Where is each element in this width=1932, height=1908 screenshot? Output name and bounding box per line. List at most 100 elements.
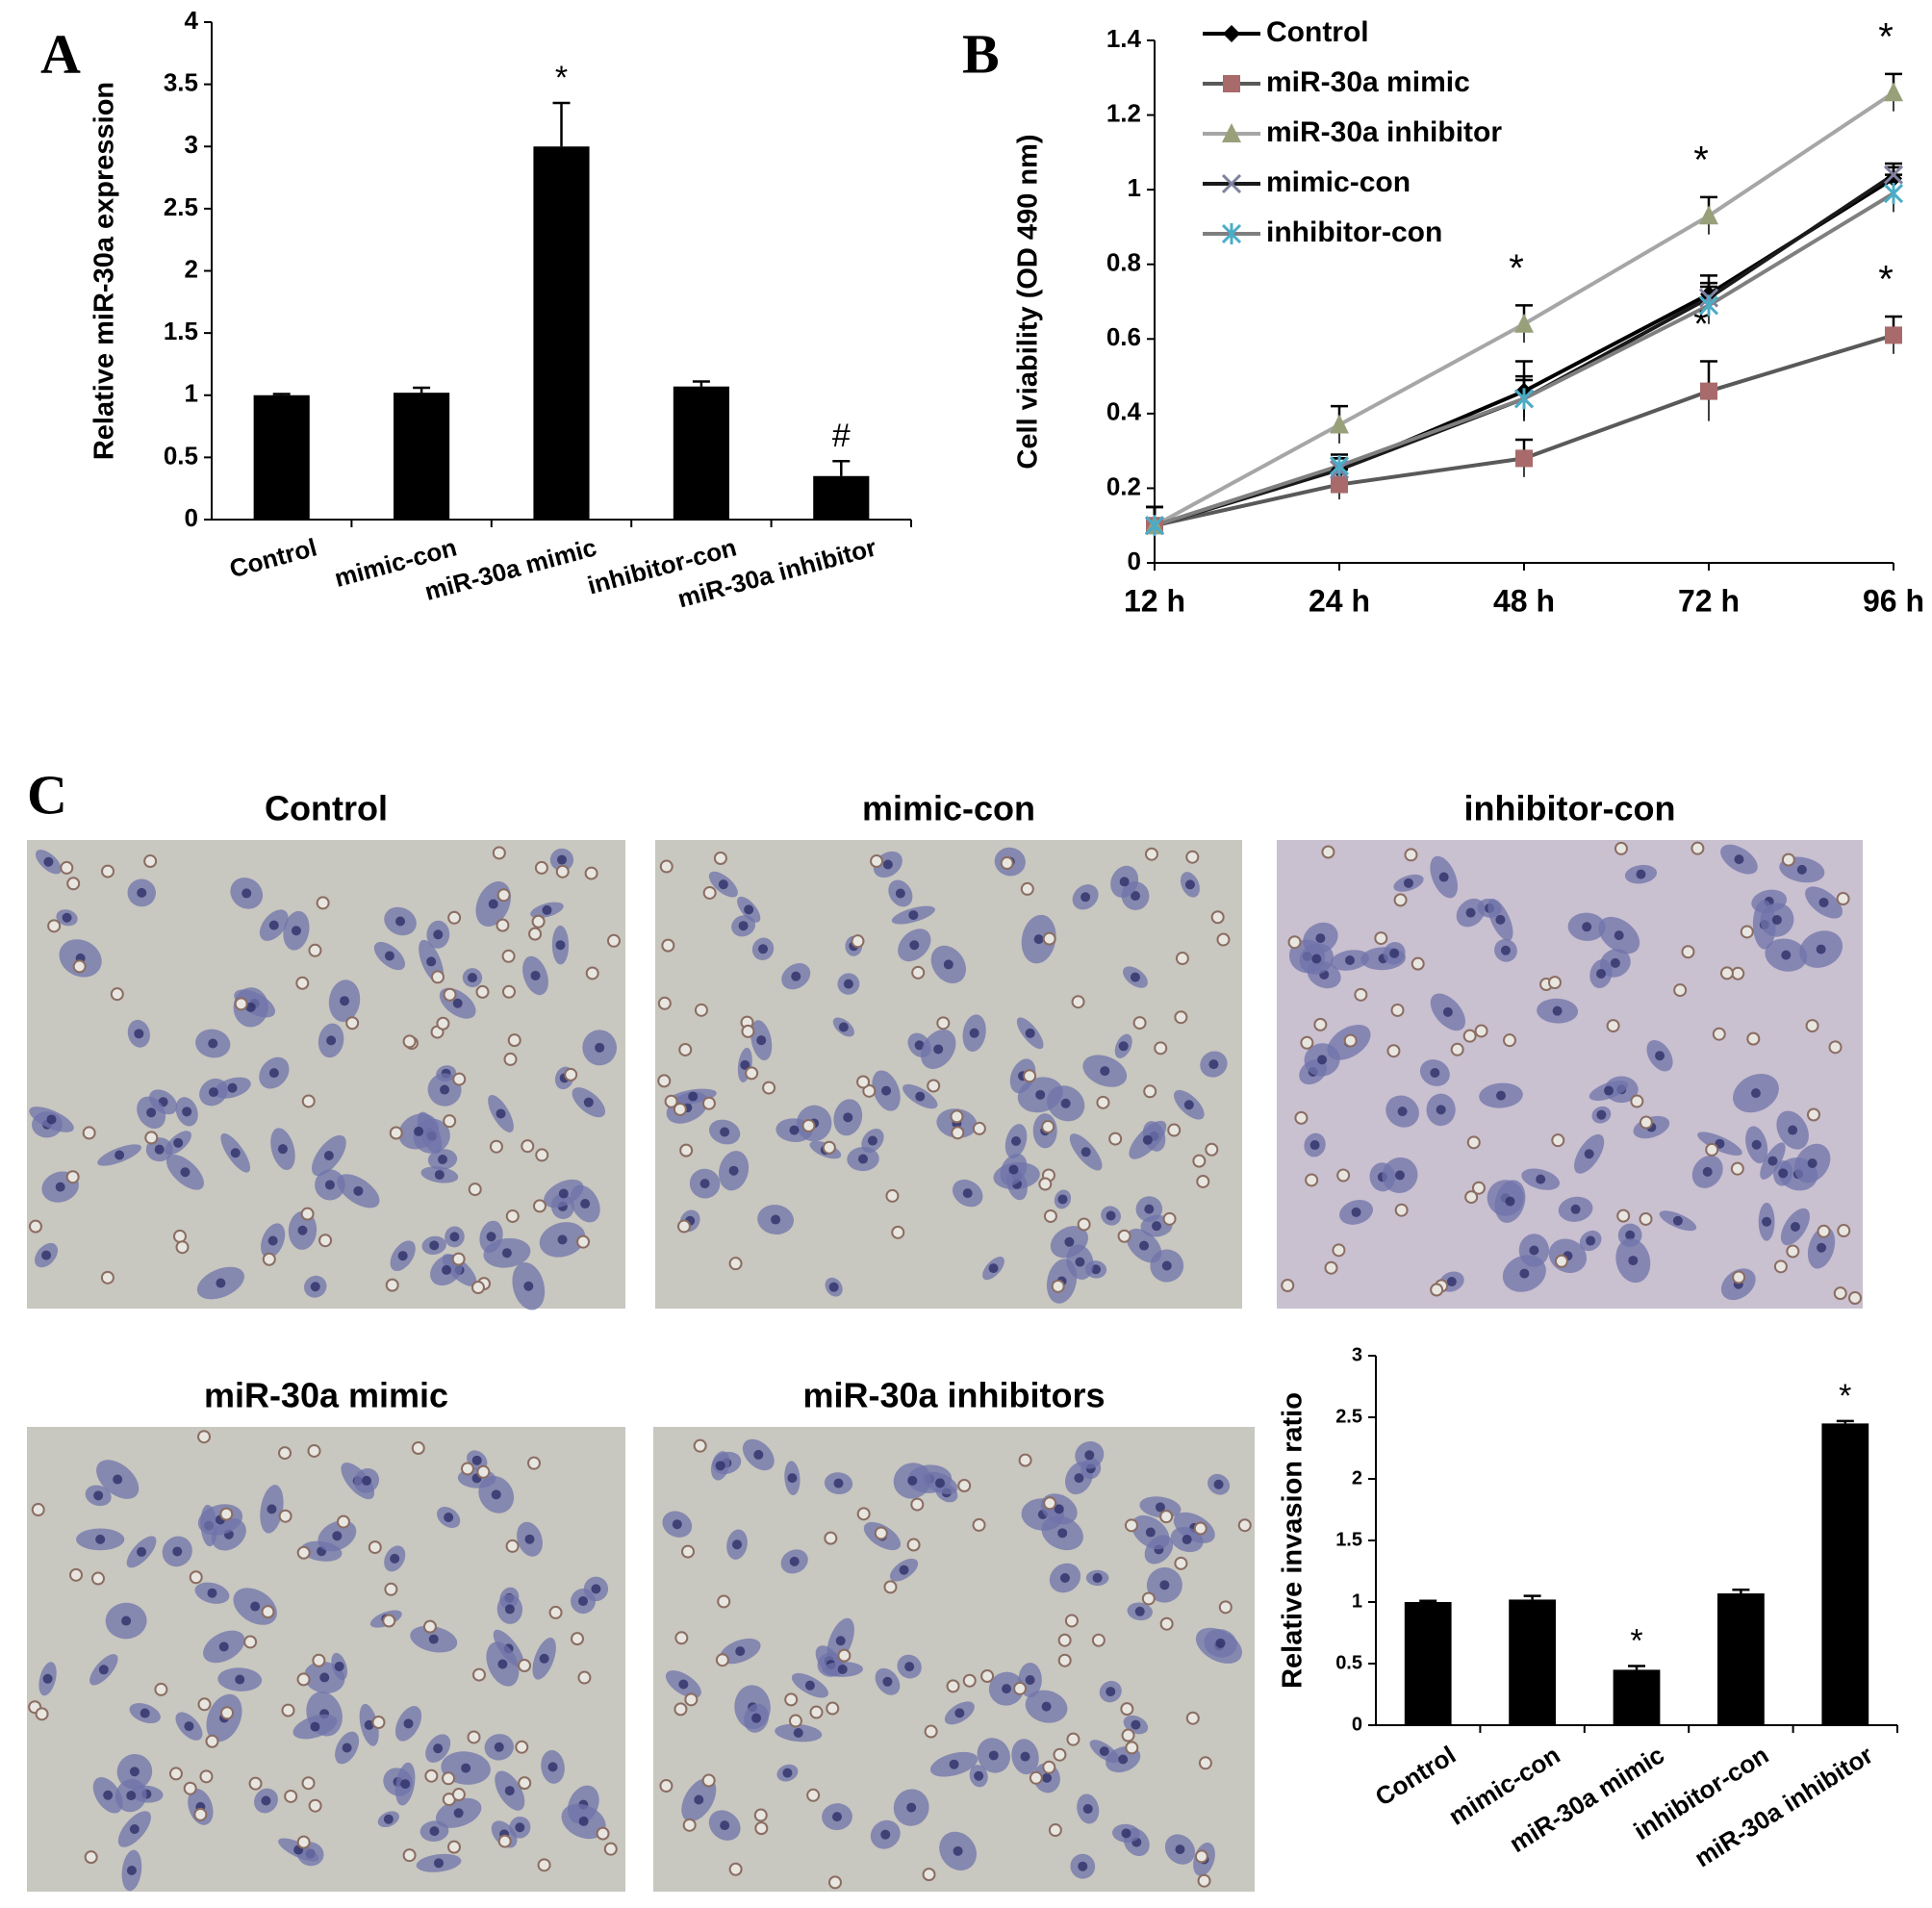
y-tick-label: 0 [1352,1714,1362,1735]
legend-label: miR-30a mimic [1266,66,1470,98]
significance-mark: * [1693,139,1709,181]
nucleus [882,859,893,870]
legend-marker [1223,75,1240,92]
nucleus [1351,1207,1361,1217]
pore [1354,987,1368,1002]
nucleus [858,1154,869,1164]
pore [659,859,674,874]
legend-label: inhibitor-con [1266,216,1442,248]
nucleus [403,1718,414,1729]
nucleus [496,1108,506,1119]
nucleus [42,1673,53,1684]
nucleus [914,1040,925,1051]
pore [822,1140,836,1155]
nucleus [182,1107,192,1117]
pore [1374,931,1388,946]
nucleus [1465,907,1476,918]
pore [1205,1142,1219,1157]
bar [253,394,310,520]
nucleus [1131,1719,1141,1730]
y-tick-label: 0.5 [1335,1652,1362,1673]
pore [856,1507,871,1521]
pore [661,938,675,953]
nucleus [268,920,279,930]
nucleus [1033,934,1044,945]
pore [1386,1044,1401,1058]
nucleus [268,1068,279,1079]
nucleus [837,1664,848,1674]
pore [824,1531,838,1545]
pore [1430,1283,1444,1297]
significance-mark: * [555,60,568,96]
micrograph [1277,840,1863,1309]
pore [548,1605,563,1619]
nucleus [126,1866,137,1876]
nucleus [433,1743,444,1754]
pore [603,1842,618,1856]
y-tick-label: 2 [1352,1467,1362,1488]
nucleus [1057,1528,1068,1539]
pore [826,1701,840,1716]
nucleus [230,1148,241,1158]
nucleus [1536,1174,1546,1184]
nucleus [62,912,72,923]
pore [168,1767,183,1781]
nucleus [461,1763,471,1773]
pore [577,1670,592,1685]
pore [1639,1211,1653,1226]
nucleus [434,1858,445,1869]
y-tick-label: 1 [1128,173,1141,202]
pore [1216,932,1231,947]
pore [684,1692,699,1707]
pore [1547,976,1562,990]
nucleus [1750,1088,1761,1099]
nucleus [235,1674,245,1685]
nucleus [364,1719,374,1730]
bar [1404,1602,1452,1725]
pore [1462,1029,1477,1043]
marker [1513,388,1535,410]
pore [1719,966,1734,980]
nucleus [578,1816,589,1826]
pore [701,1773,716,1788]
nucleus [720,1127,730,1137]
nucleus [908,910,919,921]
pore [694,1003,708,1017]
nucleus [154,1144,165,1155]
pore [501,984,516,999]
nucleus [591,1584,601,1594]
nucleus [140,1708,150,1718]
nucleus [491,1489,501,1500]
nucleus [1734,854,1744,865]
pore [806,1788,821,1802]
x-tick-label: 96 h [1863,583,1924,618]
nucleus [678,1679,689,1690]
bar [1613,1669,1661,1725]
nucleus [771,1214,781,1225]
pore [476,1464,491,1479]
nucleus [843,979,853,989]
pore [101,864,115,878]
y-tick-label: 1.5 [164,317,198,345]
pore [1411,956,1425,971]
image-title: mimic-con [862,789,1035,828]
pore [809,1705,824,1719]
pore [475,984,490,999]
pore [402,1034,417,1049]
pore [571,1632,585,1646]
pore [946,1679,960,1693]
nucleus [832,1812,843,1822]
nucleus [953,1845,963,1856]
nucleus [1584,1149,1594,1159]
pore [532,1199,547,1213]
pore [1117,1229,1131,1243]
nucleus [833,1478,844,1488]
nucleus [523,1281,534,1291]
nucleus [1184,879,1195,890]
pore [1614,841,1628,855]
pore [278,1446,292,1461]
pore [1681,945,1695,959]
image-title: inhibitor-con [1464,789,1676,828]
nucleus [1106,1210,1116,1221]
marker [1514,313,1534,333]
